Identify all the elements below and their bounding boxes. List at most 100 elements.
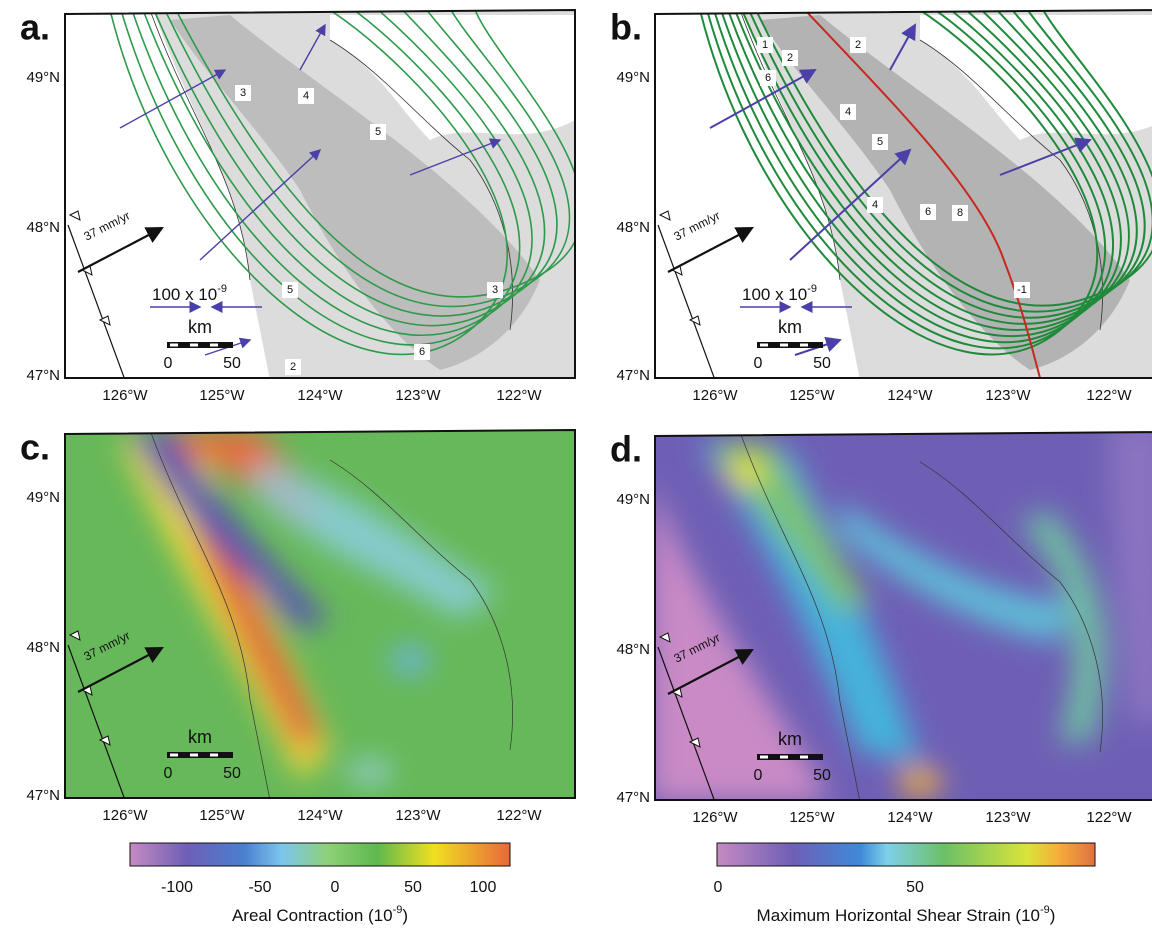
scale-bar-tick: 50 — [223, 355, 241, 372]
scale-bar-segment — [210, 754, 218, 757]
longitude-label: 124°W — [887, 809, 933, 826]
latitude-label: 48°N — [26, 219, 60, 236]
longitude-label: 126°W — [102, 387, 148, 404]
scale-bar-unit: km — [778, 729, 802, 749]
contour-label: 5 — [375, 126, 381, 138]
scale-bar-tick: 50 — [813, 767, 831, 784]
map-panel: 37 mm/yrd.49°N48°N47°N126°W125°W124°W123… — [610, 422, 1152, 826]
longitude-label: 126°W — [692, 387, 738, 404]
field-max — [898, 768, 942, 796]
colorbar-tick-label: 50 — [404, 879, 422, 896]
colorbar-tick-label: -100 — [161, 879, 193, 896]
scale-bar-tick: 50 — [813, 355, 831, 372]
contour-label: 6 — [765, 72, 771, 84]
panel-label: c. — [20, 427, 50, 468]
longitude-label: 124°W — [297, 807, 343, 824]
longitude-label: 123°W — [395, 807, 441, 824]
colorbar-tick-label: -50 — [248, 879, 271, 896]
longitude-label: 124°W — [297, 387, 343, 404]
colorbar-label: Maximum Horizontal Shear Strain (10-9) — [757, 904, 1056, 926]
longitude-label: 124°W — [887, 387, 933, 404]
panel-label: d. — [610, 429, 642, 470]
colorbar-label-suffix: ) — [402, 906, 408, 925]
longitude-label: 125°W — [199, 387, 245, 404]
contour-label: 5 — [877, 136, 883, 148]
longitude-label: 122°W — [1086, 387, 1132, 404]
contour-label: 8 — [957, 207, 963, 219]
contour-label: -1 — [1017, 284, 1027, 296]
contour-label: 2 — [787, 52, 793, 64]
map-area — [650, 422, 1152, 802]
colorbar-tick-label: 50 — [906, 879, 924, 896]
contour-label: 1 — [762, 39, 768, 51]
scale-bar-tick: 50 — [223, 765, 241, 782]
contour-label: 4 — [872, 199, 878, 211]
scale-bar-tick: 0 — [754, 767, 763, 784]
map-area — [650, 0, 1152, 380]
contour-label: 2 — [290, 361, 296, 373]
strain-scale-text: 100 x 10 — [152, 285, 217, 304]
scale-bar-unit: km — [188, 727, 212, 747]
contour-label: 2 — [855, 39, 861, 51]
longitude-label: 123°W — [985, 809, 1031, 826]
longitude-label: 125°W — [199, 807, 245, 824]
scale-bar-segment — [780, 756, 788, 759]
scale-bar-segment — [170, 754, 178, 757]
latitude-label: 47°N — [616, 367, 650, 384]
scale-bar-segment — [780, 344, 788, 347]
map-area — [60, 420, 580, 800]
strain-scale-exponent: -9 — [217, 283, 227, 295]
panel-label: a. — [20, 7, 50, 48]
latitude-label: 48°N — [616, 641, 650, 658]
scale-bar-tick: 0 — [754, 355, 763, 372]
scale-bar-segment — [170, 344, 178, 347]
latitude-label: 49°N — [616, 491, 650, 508]
map-panel: 37 mm/yrc.49°N48°N47°N126°W125°W124°W123… — [20, 420, 580, 824]
contour-label: 3 — [240, 87, 246, 99]
colorbar-label-exponent: -9 — [393, 904, 403, 916]
longitude-label: 125°W — [789, 809, 835, 826]
longitude-label: 122°W — [496, 807, 542, 824]
colorbar — [717, 843, 1095, 866]
scale-bar-tick: 0 — [164, 355, 173, 372]
field-mid — [390, 646, 430, 674]
longitude-label: 126°W — [692, 809, 738, 826]
longitude-label: 123°W — [985, 387, 1031, 404]
colorbar-label-suffix: ) — [1050, 906, 1056, 925]
scale-bar-segment — [800, 756, 808, 759]
colorbar-tick-label: 0 — [714, 879, 723, 896]
strain-scale-label: 100 x 10-9 — [742, 283, 817, 305]
colorbar-label-text: Areal Contraction (10 — [232, 906, 393, 925]
latitude-label: 47°N — [26, 787, 60, 804]
scale-bar-segment — [190, 754, 198, 757]
latitude-label: 49°N — [26, 489, 60, 506]
scale-bar-unit: km — [188, 317, 212, 337]
colorbar-label-text: Maximum Horizontal Shear Strain (10 — [757, 906, 1040, 925]
scale-bar-segment — [760, 756, 768, 759]
contour-label: 6 — [419, 346, 425, 358]
scale-bar-segment — [760, 344, 768, 347]
colorbar-label-exponent: -9 — [1040, 904, 1050, 916]
latitude-label: 47°N — [616, 789, 650, 806]
latitude-label: 48°N — [616, 219, 650, 236]
contour-label: 4 — [303, 90, 309, 102]
latitude-label: 48°N — [26, 639, 60, 656]
latitude-label: 47°N — [26, 367, 60, 384]
scale-bar-segment — [190, 344, 198, 347]
contour-label: 3 — [492, 284, 498, 296]
page: {"panels": [ {"label": "a.", "lat_labels… — [0, 0, 1152, 933]
colorbar-tick-label: 0 — [331, 879, 340, 896]
contour-label: 5 — [287, 284, 293, 296]
scale-bar-segment — [210, 344, 218, 347]
longitude-label: 125°W — [789, 387, 835, 404]
longitude-label: 123°W — [395, 387, 441, 404]
field-mid — [348, 762, 392, 782]
longitude-label: 126°W — [102, 807, 148, 824]
strain-scale-text: 100 x 10 — [742, 285, 807, 304]
strain-scale-exponent: -9 — [807, 283, 817, 295]
scale-bar-tick: 0 — [164, 765, 173, 782]
scale-bar-unit: km — [778, 317, 802, 337]
panel-label: b. — [610, 7, 642, 48]
strain-scale-label: 100 x 10-9 — [152, 283, 227, 305]
